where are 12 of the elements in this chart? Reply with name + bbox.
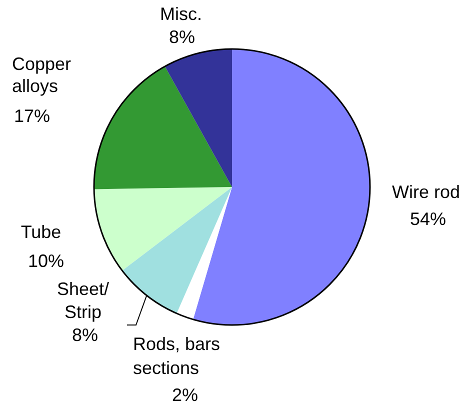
slice-label: Tube [20, 222, 62, 242]
slice-label: Misc. [160, 4, 202, 24]
slice-label: Copper alloys [12, 54, 72, 96]
data-label: 10% [28, 250, 64, 271]
data-label: 8% [72, 324, 98, 345]
slice-label: Wire rod [392, 182, 460, 202]
data-label: 2% [172, 384, 198, 405]
slice-label: Sheet/Strip [56, 278, 110, 322]
data-label: 8% [168, 26, 196, 47]
data-label: 54% [410, 208, 446, 229]
slice-label: Rods, bars sections [133, 334, 220, 378]
data-label: 17% [14, 106, 50, 126]
